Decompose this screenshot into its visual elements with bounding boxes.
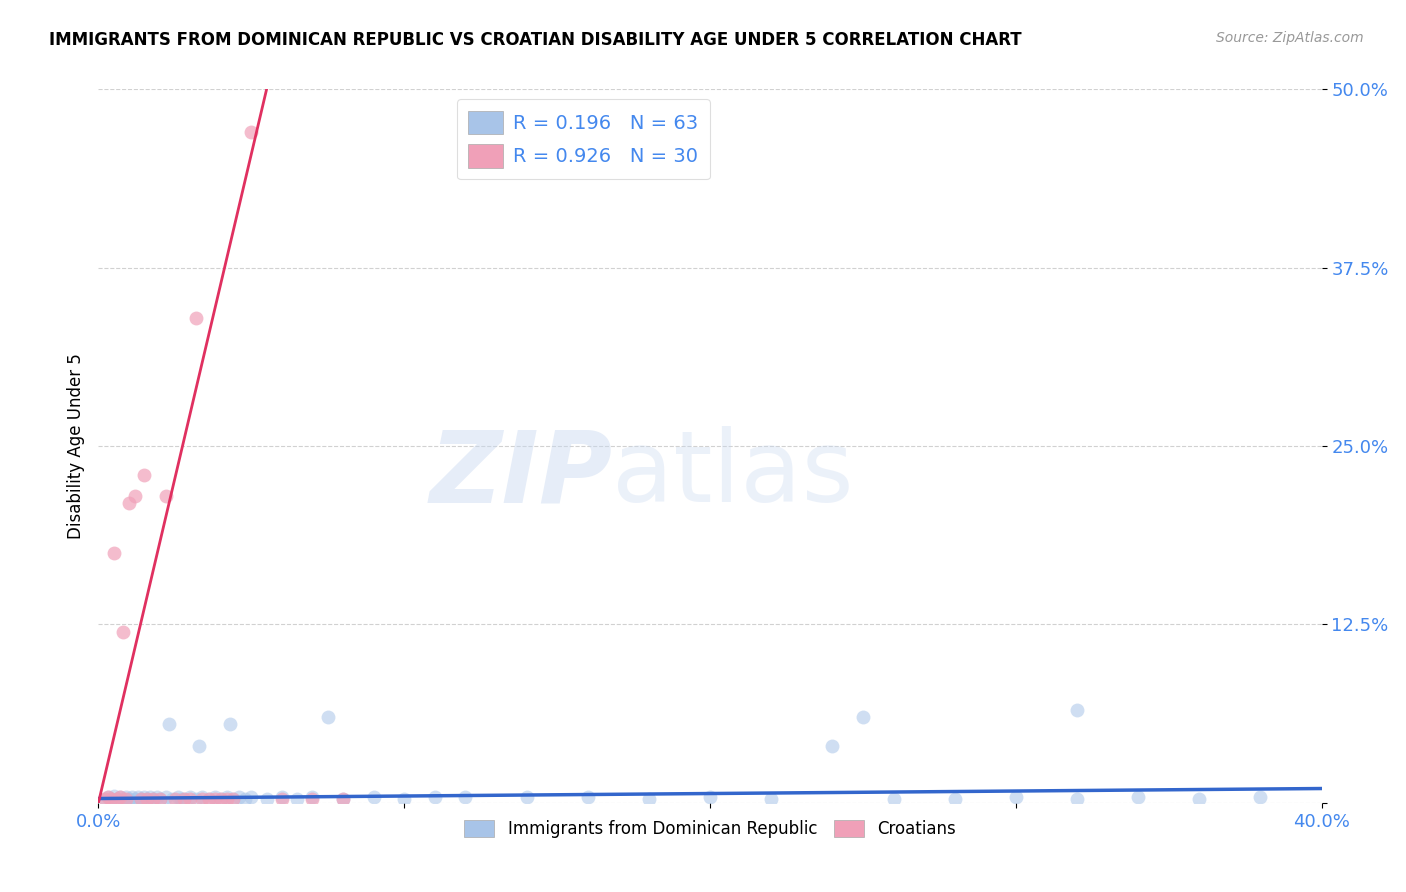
Point bbox=[134, 467, 156, 482]
Point bbox=[576, 790, 599, 805]
Point bbox=[167, 790, 190, 805]
Point bbox=[222, 791, 245, 805]
Point bbox=[215, 791, 238, 805]
Point bbox=[111, 624, 134, 639]
Point bbox=[240, 125, 263, 139]
Point bbox=[204, 790, 226, 805]
Point bbox=[173, 791, 195, 805]
Point bbox=[332, 791, 354, 805]
Point bbox=[160, 791, 183, 805]
Point bbox=[423, 790, 446, 805]
Point bbox=[173, 791, 195, 805]
Text: IMMIGRANTS FROM DOMINICAN REPUBLIC VS CROATIAN DISABILITY AGE UNDER 5 CORRELATIO: IMMIGRANTS FROM DOMINICAN REPUBLIC VS CR… bbox=[49, 31, 1022, 49]
Point bbox=[142, 791, 165, 805]
Point bbox=[142, 791, 165, 805]
Point bbox=[121, 790, 143, 805]
Point bbox=[179, 791, 201, 805]
Point bbox=[108, 790, 131, 805]
Point bbox=[188, 739, 211, 753]
Point bbox=[883, 791, 905, 805]
Text: atlas: atlas bbox=[612, 426, 853, 523]
Point bbox=[637, 791, 661, 805]
Point bbox=[301, 790, 323, 805]
Point bbox=[115, 790, 138, 805]
Point bbox=[228, 790, 250, 805]
Point bbox=[108, 790, 131, 805]
Point bbox=[129, 791, 152, 805]
Point bbox=[699, 790, 721, 805]
Point bbox=[219, 717, 242, 731]
Point bbox=[170, 791, 193, 805]
Point bbox=[145, 790, 167, 805]
Point bbox=[186, 310, 208, 325]
Point bbox=[139, 790, 162, 805]
Point bbox=[215, 790, 238, 805]
Point bbox=[103, 546, 125, 560]
Point bbox=[100, 791, 122, 805]
Point bbox=[93, 791, 115, 805]
Text: Source: ZipAtlas.com: Source: ZipAtlas.com bbox=[1216, 31, 1364, 45]
Point bbox=[134, 790, 156, 805]
Point bbox=[363, 790, 385, 805]
Point bbox=[852, 710, 875, 724]
Point bbox=[222, 791, 245, 805]
Point bbox=[105, 791, 128, 805]
Point bbox=[821, 739, 844, 753]
Point bbox=[191, 790, 214, 805]
Point bbox=[197, 791, 219, 805]
Point bbox=[155, 489, 177, 503]
Point bbox=[163, 791, 186, 805]
Point bbox=[270, 790, 292, 805]
Point bbox=[179, 790, 201, 805]
Text: ZIP: ZIP bbox=[429, 426, 612, 523]
Point bbox=[301, 791, 323, 805]
Point bbox=[240, 790, 263, 805]
Point bbox=[157, 717, 180, 731]
Point bbox=[155, 790, 177, 805]
Point bbox=[105, 791, 128, 805]
Point bbox=[191, 791, 214, 805]
Point bbox=[516, 790, 538, 805]
Point bbox=[943, 791, 966, 805]
Point bbox=[332, 791, 354, 805]
Point bbox=[1004, 790, 1026, 805]
Point bbox=[111, 791, 134, 805]
Point bbox=[204, 791, 226, 805]
Point bbox=[136, 791, 159, 805]
Point bbox=[1188, 791, 1211, 805]
Point bbox=[149, 791, 172, 805]
Point bbox=[209, 791, 232, 805]
Point bbox=[316, 710, 339, 724]
Point bbox=[209, 791, 232, 805]
Point bbox=[93, 791, 115, 805]
Point bbox=[103, 789, 125, 803]
Point bbox=[1066, 791, 1088, 805]
Point bbox=[115, 791, 138, 805]
Y-axis label: Disability Age Under 5: Disability Age Under 5 bbox=[66, 353, 84, 539]
Point bbox=[1066, 703, 1088, 717]
Point bbox=[186, 791, 208, 805]
Point bbox=[759, 791, 782, 805]
Legend: Immigrants from Dominican Republic, Croatians: Immigrants from Dominican Republic, Croa… bbox=[457, 813, 963, 845]
Point bbox=[270, 791, 292, 805]
Point bbox=[97, 790, 120, 805]
Point bbox=[454, 790, 477, 805]
Point bbox=[118, 496, 141, 510]
Point bbox=[100, 791, 122, 805]
Point bbox=[136, 791, 159, 805]
Point bbox=[392, 791, 416, 805]
Point bbox=[97, 790, 120, 805]
Point bbox=[1128, 790, 1150, 805]
Point bbox=[285, 791, 308, 805]
Point bbox=[1249, 790, 1271, 805]
Point bbox=[129, 791, 152, 805]
Point bbox=[118, 791, 141, 805]
Point bbox=[149, 791, 172, 805]
Point bbox=[197, 791, 219, 805]
Point bbox=[233, 791, 256, 805]
Point bbox=[256, 791, 278, 805]
Point bbox=[127, 790, 149, 805]
Point bbox=[124, 791, 146, 805]
Point bbox=[124, 489, 146, 503]
